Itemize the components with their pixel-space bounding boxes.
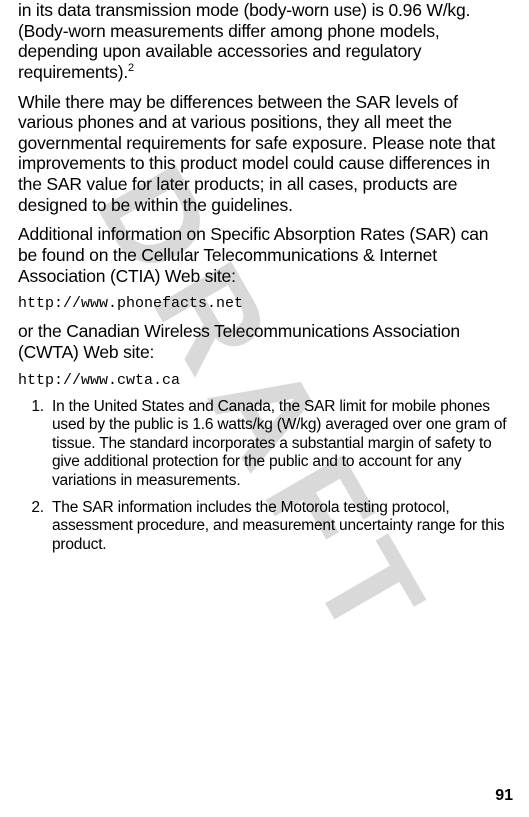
paragraph-1-text: in its data transmission mode (body-worn…: [18, 0, 470, 82]
url-phonefacts: http://www.phonefacts.net: [18, 295, 511, 313]
page-content: in its data transmission mode (body-worn…: [0, 0, 529, 817]
footnote-2: The SAR information includes the Motorol…: [48, 499, 511, 555]
footnote-list: In the United States and Canada, the SAR…: [18, 398, 511, 555]
paragraph-2: While there may be differences between t…: [18, 92, 511, 216]
footnote-1: In the United States and Canada, the SAR…: [48, 398, 511, 491]
paragraph-3: Additional information on Specific Absor…: [18, 224, 511, 286]
superscript-2: 2: [128, 62, 134, 74]
url-cwta: http://www.cwta.ca: [18, 372, 511, 390]
paragraph-1: in its data transmission mode (body-worn…: [18, 0, 511, 83]
paragraph-4: or the Canadian Wireless Telecommunicati…: [18, 321, 511, 362]
